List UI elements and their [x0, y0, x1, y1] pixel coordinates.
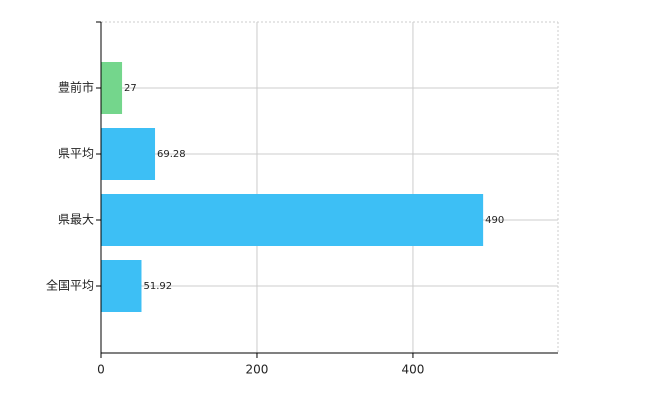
- y-tick-label: 全国平均: [46, 278, 94, 293]
- x-tick-label: 400: [401, 363, 424, 377]
- bar: [101, 260, 142, 312]
- y-tick-label: 豊前市: [58, 80, 94, 95]
- value-label: 490: [485, 215, 504, 226]
- y-tick-label: 県最大: [58, 213, 94, 227]
- y-tick-label: 県平均: [58, 147, 94, 161]
- bar: [101, 128, 156, 180]
- value-label: 27: [124, 83, 137, 94]
- value-label: 51.92: [143, 281, 172, 292]
- value-label: 69.28: [157, 149, 186, 160]
- bar: [101, 62, 123, 114]
- bar: [101, 194, 484, 246]
- x-tick-label: 200: [246, 363, 269, 377]
- x-tick-label: 0: [97, 363, 105, 377]
